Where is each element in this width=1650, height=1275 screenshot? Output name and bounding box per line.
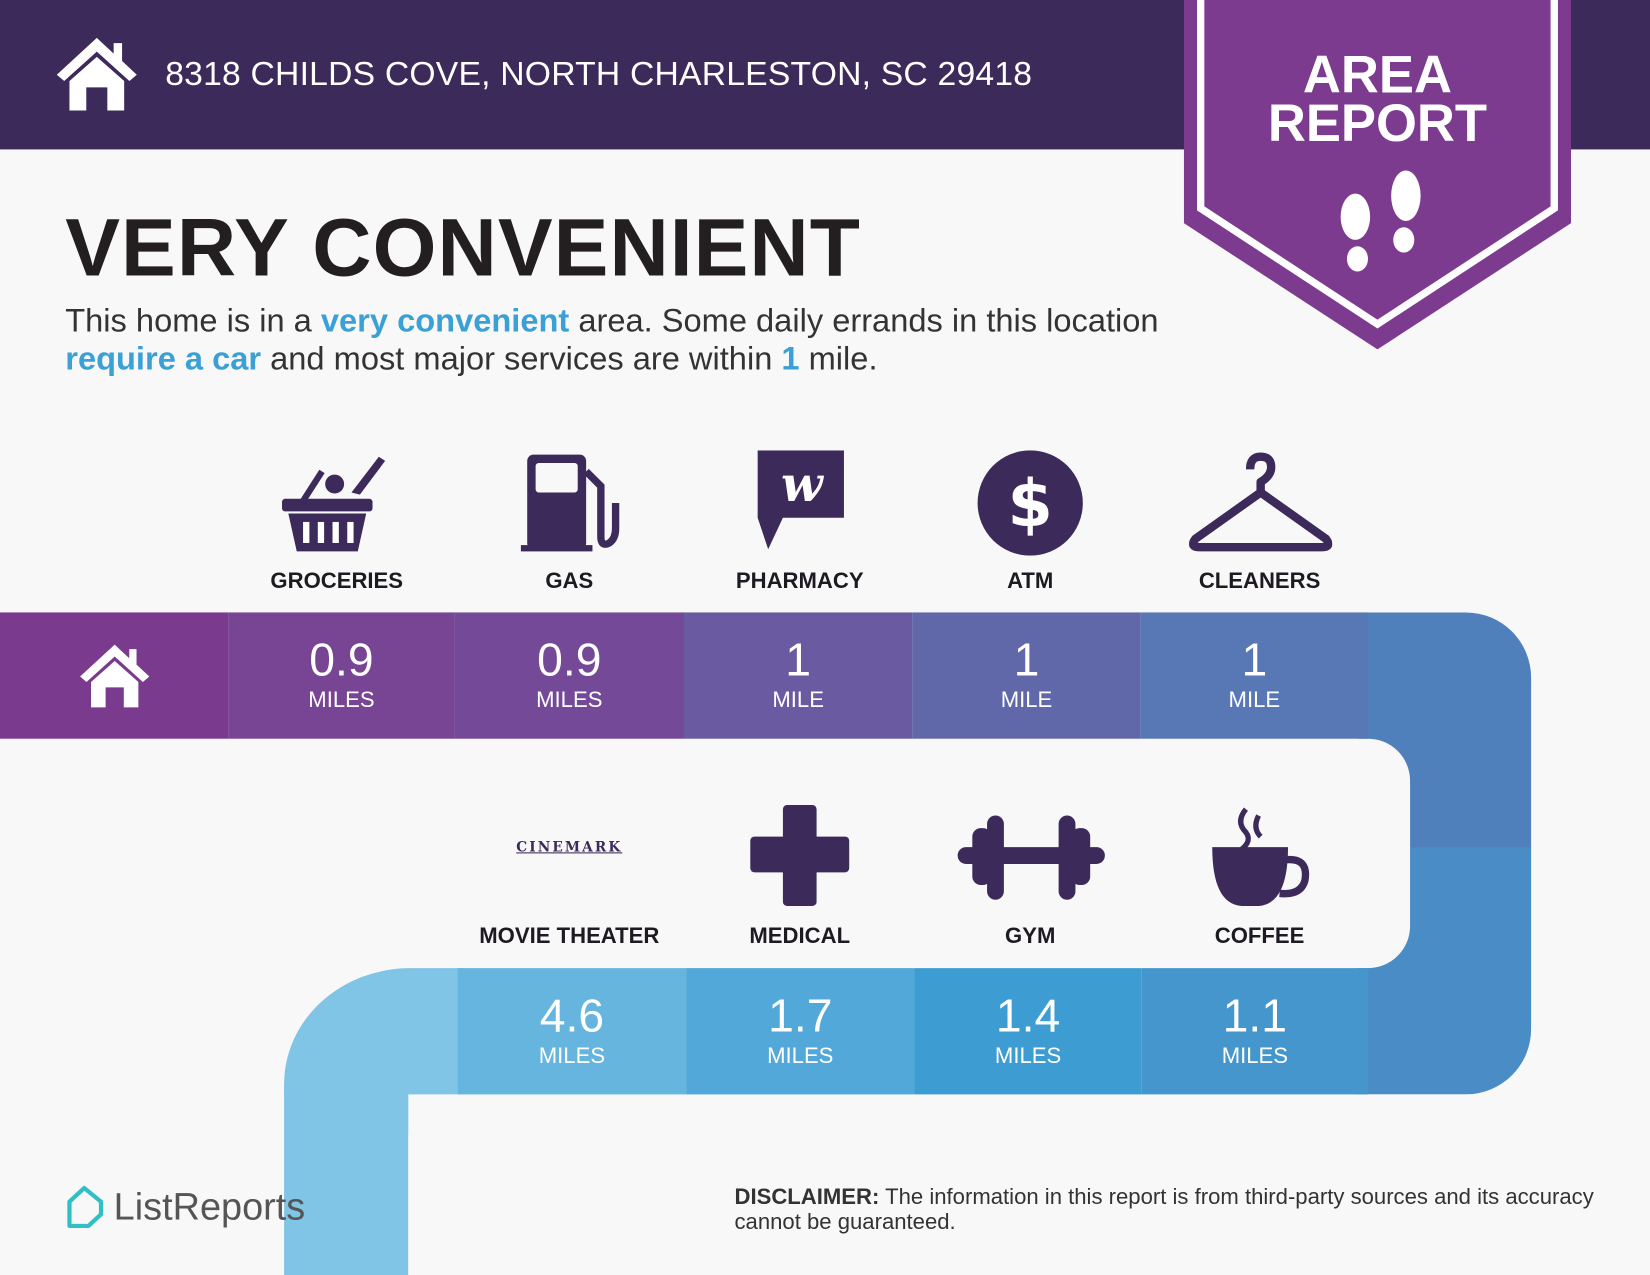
highlight: 1 [781, 339, 800, 377]
footprints-icon [1340, 170, 1421, 272]
home-cell [0, 612, 229, 739]
distance-cleaners: 1 MILE [1140, 612, 1368, 739]
distance-gas: 0.9 MILES [454, 612, 684, 739]
label-movie-theater: MOVIE THEATER [479, 923, 660, 949]
label-gas: GAS [545, 569, 594, 594]
home-icon [56, 37, 137, 111]
disclaimer-label: DISCLAIMER: [734, 1184, 880, 1210]
distance-unit: MILE [772, 688, 824, 713]
distance-medical: 1.7 MILES [686, 968, 915, 1095]
hanger-icon [1189, 452, 1333, 552]
dollar-icon: $ [977, 450, 1083, 556]
path-band [284, 1083, 409, 1275]
distance-value: 1.7 [768, 990, 833, 1042]
disclaimer-text: The information in this report is from t… [734, 1184, 1594, 1235]
distance-coffee: 1.1 MILES [1141, 968, 1368, 1095]
summary-paragraph: This home is in a very convenient area. … [65, 302, 1180, 378]
convenience-title: VERY CONVENIENT [65, 200, 861, 294]
distance-value: 1 [785, 634, 812, 687]
distance-unit: MILES [308, 688, 375, 713]
distance-value: 0.9 [309, 634, 374, 687]
coffee-cup-icon [1212, 807, 1310, 907]
summary-text: mile. [799, 339, 878, 377]
medical-cross-icon [750, 805, 850, 907]
distance-unit: MILES [994, 1043, 1062, 1069]
distance-unit: MILES [767, 1043, 834, 1069]
listreports-brand: ListReports [113, 1184, 306, 1229]
dumbbell-icon [957, 815, 1105, 900]
label-medical: MEDICAL [749, 923, 851, 949]
distance-value: 1 [1241, 634, 1268, 687]
badge-line-2: REPORT [1267, 93, 1488, 153]
distance-unit: MILES [536, 688, 603, 713]
gas-pump-icon [520, 454, 620, 552]
summary-text: and most major services are within [261, 339, 782, 377]
distance-value: 0.9 [537, 634, 602, 687]
distance-unit: MILE [1000, 688, 1053, 713]
distance-unit: MILES [538, 1043, 606, 1069]
distance-atm: 1 MILE [912, 612, 1141, 739]
label-pharmacy: PHARMACY [735, 569, 864, 594]
home-icon [79, 644, 149, 708]
cinemark-logo: CINEMARK [516, 839, 623, 856]
distance-pharmacy: 1 MILE [683, 612, 913, 739]
path-band [284, 968, 464, 1095]
distance-value: 4.6 [539, 990, 605, 1042]
label-cleaners: CLEANERS [1198, 569, 1321, 594]
svg-text:$: $ [1008, 466, 1053, 542]
label-coffee: COFFEE [1214, 923, 1305, 949]
highlight: require a car [65, 339, 262, 377]
grocery-basket-icon [282, 456, 386, 552]
property-address: 8318 CHILDS COVE, NORTH CHARLESTON, SC 2… [165, 54, 1033, 93]
badge-line-1: AREA [1302, 45, 1453, 105]
disclaimer: DISCLAIMER: The information in this repo… [735, 1185, 1598, 1236]
path-gap [408, 1094, 1650, 1275]
distance-value: 1 [1013, 634, 1040, 687]
label-gym: GYM [1005, 923, 1056, 949]
distance-unit: MILE [1228, 688, 1281, 713]
summary-text: area. Some daily errands in this locatio… [569, 302, 1159, 339]
area-report-badge [1183, 0, 1572, 350]
distance-gym: 1.4 MILES [914, 968, 1142, 1095]
distance-groceries: 0.9 MILES [228, 612, 455, 739]
distance-movie-theater: 4.6 MILES [457, 968, 687, 1095]
listreports-logo-icon [67, 1185, 104, 1229]
label-groceries: GROCERIES [270, 569, 404, 594]
distance-value: 1.4 [995, 990, 1061, 1042]
label-atm: ATM [1007, 569, 1054, 594]
highlight: very convenient [320, 302, 570, 339]
distance-unit: MILES [1221, 1043, 1289, 1069]
svg-text:w: w [781, 457, 825, 513]
distance-value: 1.1 [1222, 990, 1288, 1042]
walgreens-logo-icon: w [757, 450, 844, 550]
summary-text: This home is in a [65, 302, 321, 339]
path-gap [0, 738, 1411, 969]
